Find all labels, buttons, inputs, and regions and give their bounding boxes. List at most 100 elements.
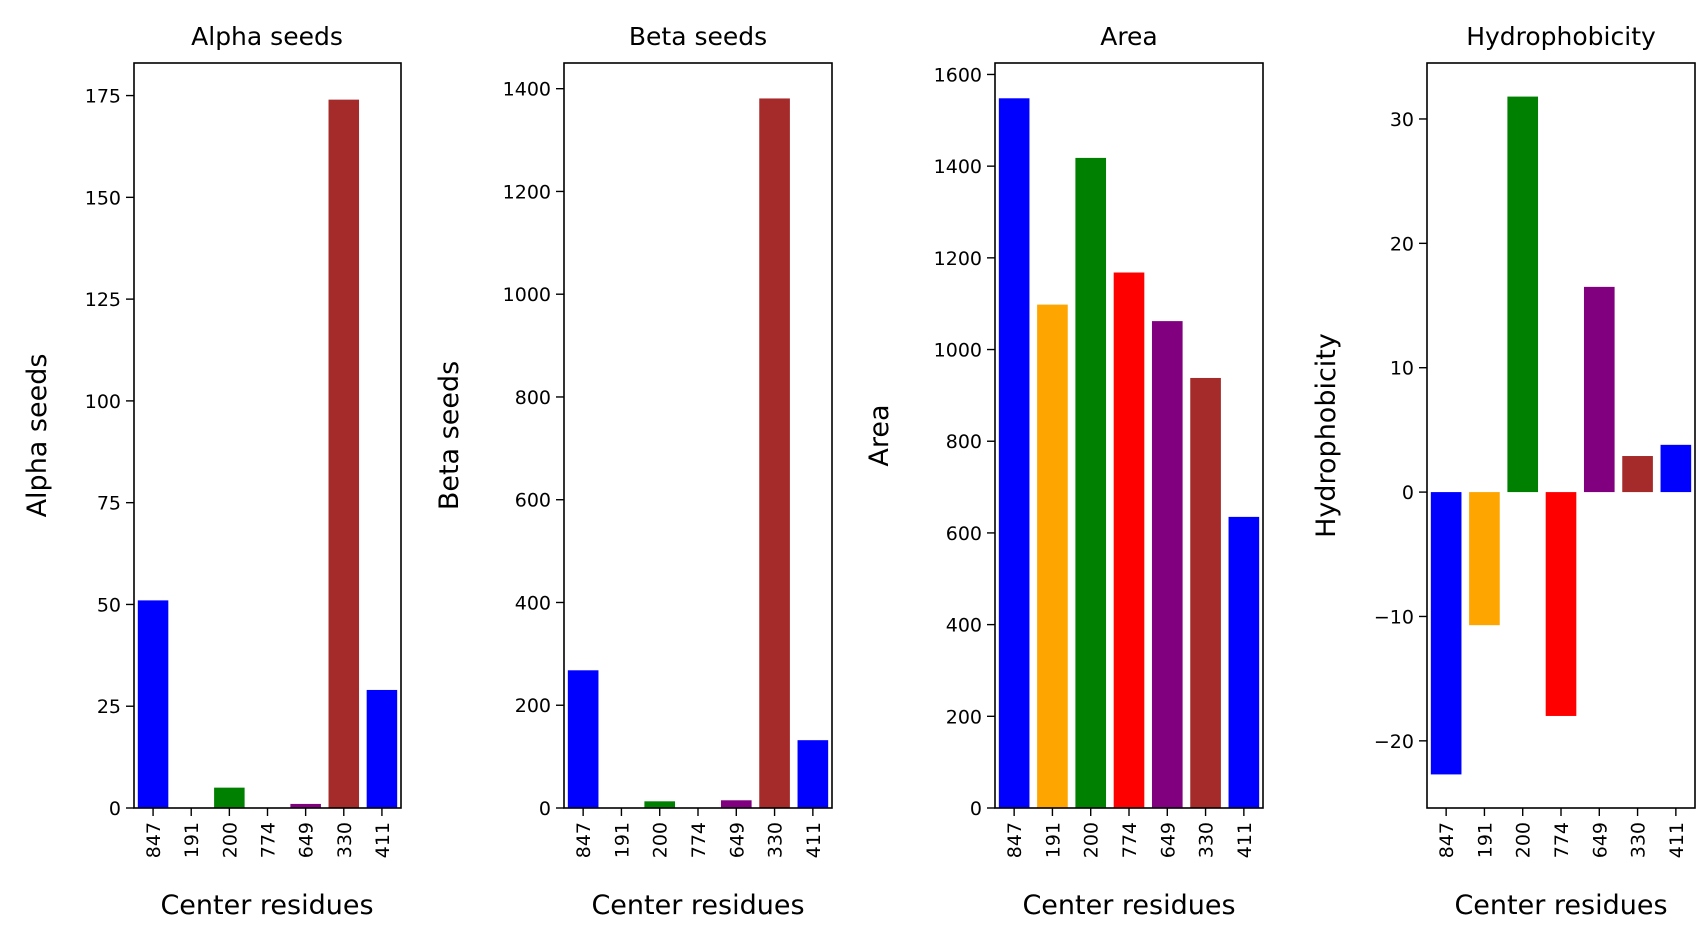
y-tick-label: 0	[1402, 482, 1414, 504]
x-axis-label: Center residues	[1022, 890, 1235, 921]
x-tick-label: 411	[1234, 822, 1256, 858]
x-ticks: 847 191 200 774 649 330 411	[1004, 808, 1256, 858]
bars	[137, 99, 398, 808]
plot-frame	[563, 62, 833, 809]
y-tick-label: 100	[85, 391, 121, 413]
panel-hydrophobicity: Hydrophobicity Hydrophobicity Center res…	[1311, 22, 1696, 921]
bars	[567, 98, 829, 808]
y-tick-label: 400	[515, 592, 551, 614]
chart-title: Hydrophobicity	[1466, 22, 1656, 51]
y-tick-label: 800	[515, 387, 551, 409]
x-tick-label: 774	[258, 822, 280, 858]
x-tick-label: 649	[1589, 822, 1611, 858]
y-tick-label: 30	[1390, 109, 1414, 131]
bar-191	[1037, 304, 1068, 808]
panel-alpha-seeds: Alpha seeds Alpha seeds Center residues …	[22, 22, 402, 921]
bar-649	[720, 800, 752, 808]
bar-847	[998, 98, 1030, 809]
y-tick-label: 20	[1390, 233, 1414, 255]
bar-330	[759, 98, 790, 808]
x-tick-label: 330	[1628, 822, 1650, 858]
plot-frame	[133, 62, 402, 809]
x-tick-label: 847	[573, 822, 595, 858]
bar-200	[1075, 157, 1107, 808]
y-tick-label: 1600	[934, 64, 982, 86]
x-tick-label: 191	[181, 822, 203, 858]
y-tick-label: −10	[1374, 606, 1414, 628]
bar-649	[290, 803, 321, 808]
x-tick-label: 330	[1196, 822, 1218, 858]
bar-411	[366, 689, 398, 808]
bar-200	[1507, 96, 1539, 493]
chart-title: Alpha seeds	[191, 22, 343, 51]
y-tick-label: 150	[85, 187, 121, 209]
y-tick-label: 50	[97, 594, 121, 616]
bar-774	[1113, 272, 1145, 808]
bar-411	[797, 740, 829, 808]
x-tick-label: 200	[650, 822, 672, 858]
y-ticks: −20 −10 0 10 20 30	[1374, 109, 1427, 753]
y-tick-label: 1200	[934, 248, 982, 270]
y-ticks: 0 25 50 75 100 125 150 175	[85, 86, 134, 820]
y-axis-label: Hydrophobicity	[1311, 333, 1342, 538]
bar-847	[137, 600, 169, 808]
x-tick-label: 847	[1004, 822, 1026, 858]
plot-frame	[994, 62, 1264, 809]
x-axis-label: Center residues	[160, 890, 373, 921]
x-tick-label: 200	[1081, 822, 1103, 858]
y-ticks: 0 200 400 600 800 1000 1200 1400	[503, 79, 564, 820]
bar-200	[644, 801, 676, 808]
panel-beta-seeds: Beta seeds Beta seeds Center residues 84…	[434, 22, 833, 921]
x-tick-label: 191	[1474, 822, 1496, 858]
y-tick-label: 400	[946, 615, 982, 637]
y-tick-label: 1000	[934, 340, 982, 362]
x-tick-label: 847	[1436, 822, 1458, 858]
chart-title: Beta seeds	[629, 22, 767, 51]
bar-411	[1228, 516, 1260, 808]
bar-847	[567, 670, 599, 808]
y-tick-label: 0	[539, 798, 551, 820]
bar-774	[1545, 492, 1577, 716]
y-tick-label: 1400	[503, 79, 551, 101]
y-tick-label: 0	[109, 798, 121, 820]
x-tick-label: 411	[372, 822, 394, 858]
y-tick-label: 25	[97, 696, 121, 718]
plot-frame	[1426, 62, 1696, 809]
y-tick-label: 0	[970, 798, 982, 820]
y-tick-label: 175	[85, 86, 121, 108]
x-tick-label: 411	[803, 822, 825, 858]
x-tick-label: 330	[765, 822, 787, 858]
x-tick-label: 191	[1042, 822, 1064, 858]
bar-847	[1430, 492, 1462, 775]
bar-330	[1190, 377, 1221, 808]
x-tick-label: 774	[688, 822, 710, 858]
x-tick-label: 774	[1119, 822, 1141, 858]
x-tick-label: 649	[1157, 822, 1179, 858]
y-tick-label: −20	[1374, 731, 1414, 753]
bar-411	[1660, 444, 1692, 493]
x-ticks: 847 191 200 774 649 330 411	[143, 808, 394, 858]
bar-649	[1151, 321, 1183, 808]
panel-area: Area Area Center residues 847 191 200 774 64…	[864, 22, 1264, 921]
x-tick-label: 200	[1513, 822, 1535, 858]
x-axis-label: Center residues	[1454, 890, 1667, 921]
bar-330	[1622, 456, 1653, 493]
x-ticks: 847 191 200 774 649 330 411	[1436, 808, 1688, 858]
bar-649	[1583, 286, 1615, 493]
x-axis-label: Center residues	[591, 890, 804, 921]
x-ticks: 847 191 200 774 649 330 411	[573, 808, 825, 858]
y-tick-label: 1000	[503, 284, 551, 306]
x-tick-label: 649	[296, 822, 318, 858]
bar-330	[328, 99, 360, 808]
y-tick-label: 600	[946, 523, 982, 545]
y-axis-label: Alpha seeds	[22, 354, 53, 518]
bar-191	[1469, 492, 1500, 626]
x-tick-label: 774	[1551, 822, 1573, 858]
x-tick-label: 411	[1666, 822, 1688, 858]
y-tick-label: 125	[85, 289, 121, 311]
y-tick-label: 10	[1390, 358, 1414, 380]
y-tick-label: 200	[515, 695, 551, 717]
y-tick-label: 600	[515, 490, 551, 512]
y-axis-label: Area	[864, 404, 895, 466]
